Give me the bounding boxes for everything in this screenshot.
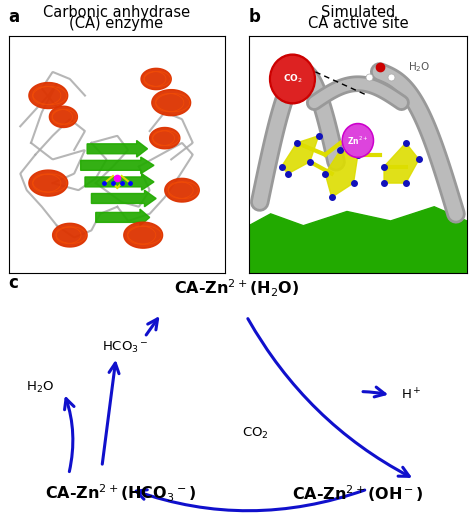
Text: c: c — [9, 274, 18, 292]
Polygon shape — [282, 136, 319, 174]
Text: a: a — [9, 8, 19, 26]
Text: CA-Zn$^{2+}$(H$_2$O): CA-Zn$^{2+}$(H$_2$O) — [174, 278, 300, 299]
Text: H$^+$: H$^+$ — [401, 387, 421, 403]
Polygon shape — [29, 170, 68, 196]
Polygon shape — [81, 157, 154, 174]
Polygon shape — [29, 83, 68, 109]
Circle shape — [342, 123, 374, 158]
Polygon shape — [150, 127, 180, 149]
Text: (CA) enzyme: (CA) enzyme — [69, 16, 163, 31]
Polygon shape — [249, 207, 467, 273]
Text: H$_2$O: H$_2$O — [26, 380, 55, 395]
Text: Carbonic anhydrase: Carbonic anhydrase — [43, 5, 190, 20]
Polygon shape — [85, 174, 154, 190]
Text: Simulated: Simulated — [321, 5, 395, 20]
Polygon shape — [96, 209, 150, 226]
Text: H$_2$O: H$_2$O — [408, 60, 430, 74]
Text: CA-Zn$^{2+}$(HCO$_3$$^-$): CA-Zn$^{2+}$(HCO$_3$$^-$) — [45, 483, 196, 504]
Text: CO$_2$: CO$_2$ — [242, 426, 268, 441]
Polygon shape — [87, 140, 147, 157]
Polygon shape — [91, 190, 156, 207]
Polygon shape — [152, 89, 191, 115]
Polygon shape — [49, 106, 77, 127]
Circle shape — [344, 125, 372, 156]
Text: Zn$^{2+}$: Zn$^{2+}$ — [347, 134, 369, 147]
Circle shape — [270, 54, 315, 104]
Polygon shape — [141, 68, 171, 89]
Polygon shape — [384, 143, 419, 183]
Polygon shape — [124, 222, 163, 248]
Text: CA active site: CA active site — [308, 16, 408, 31]
Text: b: b — [249, 8, 261, 26]
Text: CA-Zn$^{2+}$(OH$^-$): CA-Zn$^{2+}$(OH$^-$) — [292, 483, 424, 504]
Text: HCO$_3$$^-$: HCO$_3$$^-$ — [102, 340, 149, 355]
Text: CO$_2$: CO$_2$ — [283, 73, 302, 85]
Circle shape — [272, 57, 313, 101]
Polygon shape — [53, 223, 87, 247]
Polygon shape — [325, 150, 358, 197]
Polygon shape — [165, 178, 199, 202]
